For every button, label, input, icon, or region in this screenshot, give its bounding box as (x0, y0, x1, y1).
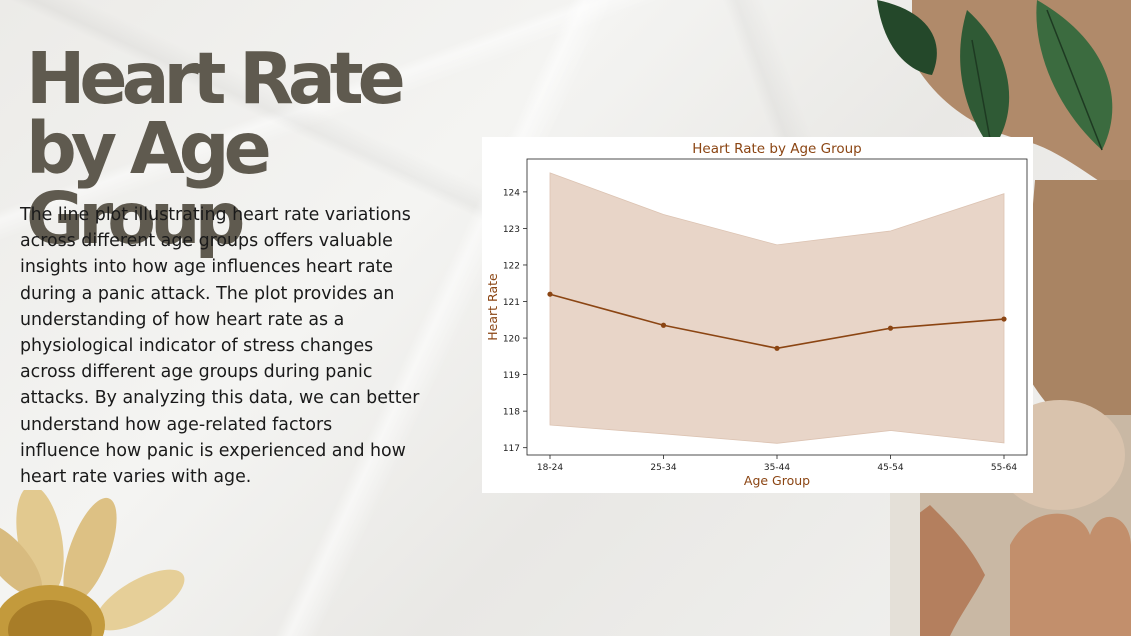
flower-center (0, 585, 105, 636)
y-tick-label: 122 (503, 261, 520, 271)
series-points (547, 291, 1007, 351)
hands-shape (1010, 513, 1131, 636)
x-axis-label: Age Group (744, 473, 810, 488)
x-axis-ticks: 18-24 25-34 35-44 45-54 55-64 (537, 455, 1017, 473)
leaf-shape (1036, 0, 1113, 150)
chart-title: Heart Rate by Age Group (692, 141, 861, 157)
y-tick-label: 119 (503, 371, 520, 381)
y-tick-label: 121 (503, 298, 520, 308)
y-axis-label: Heart Rate (485, 273, 500, 341)
leaf-vein (971, 9, 1103, 151)
hand-shape (890, 505, 985, 636)
y-axis-ticks: 117 118 119 120 121 122 123 124 (503, 188, 527, 454)
data-point (660, 322, 667, 328)
chart-card: Heart Rate by Age Group 117 118 119 120 121 1… (482, 137, 1033, 493)
x-tick-label: 18-24 (537, 463, 563, 473)
flower-center-inner (8, 600, 92, 636)
x-tick-label: 25-34 (650, 463, 676, 473)
data-point (1001, 316, 1007, 322)
confidence-band (549, 172, 1005, 444)
y-tick-label: 118 (503, 408, 520, 418)
dried-daisy-decoration (0, 490, 185, 636)
x-tick-label: 45-54 (877, 463, 903, 473)
line-chart: Heart Rate by Age Group 1171181191201211… (485, 141, 1028, 488)
petal-shape (95, 569, 185, 631)
slide-body-text: The line plot illustrating heart rate va… (20, 205, 420, 488)
data-point (547, 291, 553, 297)
leaf-shape (877, 0, 937, 75)
kraft-paper (1027, 180, 1131, 443)
slide-title: Heart Rate by Age Group (26, 37, 406, 260)
x-tick-label: 35-44 (764, 463, 790, 473)
confidence-band-area (549, 172, 1005, 444)
petal-shape (63, 497, 117, 603)
x-tick-label: 55-64 (991, 463, 1017, 473)
y-tick-label: 117 (503, 444, 520, 454)
data-point (887, 325, 894, 331)
petal-shape (0, 523, 43, 597)
leaf-shape (960, 10, 1010, 150)
petal-shape (16, 490, 64, 595)
y-tick-label: 123 (503, 225, 520, 235)
data-point (774, 345, 780, 351)
y-tick-label: 120 (503, 335, 520, 345)
y-tick-label: 124 (503, 188, 520, 198)
